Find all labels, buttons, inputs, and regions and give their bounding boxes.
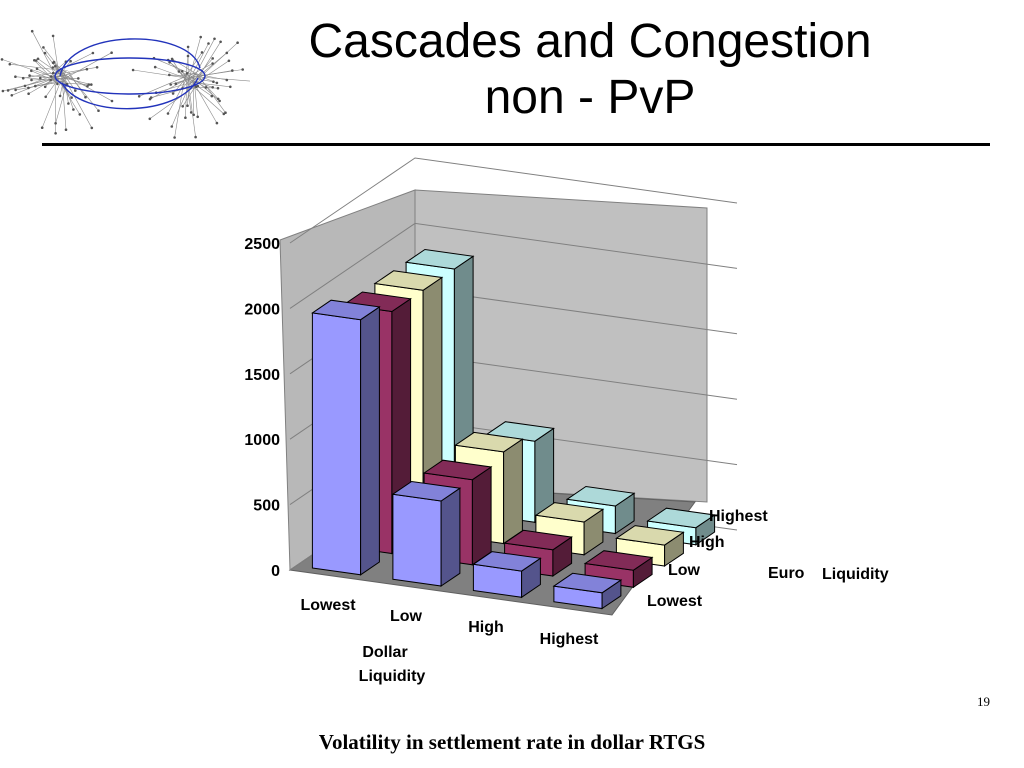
- euro-tick-high: High: [689, 534, 725, 551]
- bar-top-face: [565, 485, 636, 507]
- gridline: [289, 157, 738, 244]
- bar-top-face: [422, 459, 493, 481]
- dollar-tick-high: High: [468, 619, 504, 636]
- bar: [472, 551, 542, 599]
- y-axis-ticks: 0 500 1000 1500 2000 2500: [244, 236, 280, 580]
- title-line-2: non - PvP: [484, 71, 696, 124]
- bar-side-face: [360, 305, 380, 576]
- y-tick-label: 2000: [244, 301, 280, 318]
- bar: [552, 572, 623, 610]
- title-line-1: Cascades and Congestion: [308, 15, 872, 68]
- bar-side-face: [471, 466, 492, 566]
- bar-top-face: [404, 248, 475, 270]
- bar-top-face: [311, 299, 381, 321]
- bar: [311, 299, 381, 576]
- euro-tick-low: Low: [668, 562, 701, 579]
- caption: Volatility in settlement rate in dollar …: [318, 730, 706, 754]
- y-tick-label: 1000: [244, 432, 280, 449]
- bar-top-face: [472, 551, 542, 572]
- bar-top-face: [646, 507, 716, 529]
- bar-front-face: [311, 312, 362, 576]
- dollar-axis-label-line2: Liquidity: [359, 668, 426, 685]
- bar-top-face: [391, 480, 462, 502]
- slide-title: Cascades and Congestion non - PvP: [230, 14, 950, 126]
- bar-side-face: [503, 438, 523, 545]
- dollar-tick-low: Low: [390, 608, 423, 625]
- y-tick-label: 2500: [244, 236, 280, 253]
- bar-top-face: [454, 431, 524, 453]
- bar-front-face: [392, 493, 442, 587]
- bar-side-face: [440, 487, 461, 587]
- euro-axis-label-word1: Euro: [768, 565, 805, 582]
- bar-top-face: [373, 270, 444, 291]
- network-graph-logo: [0, 29, 250, 139]
- bar-top-face: [552, 572, 623, 594]
- dollar-tick-lowest: Lowest: [300, 597, 356, 614]
- bar-top-face: [534, 502, 605, 523]
- bar: [391, 480, 462, 587]
- slide-number: 19: [977, 694, 990, 709]
- euro-axis-label-word2: Liquidity: [822, 566, 889, 583]
- y-tick-label: 1500: [244, 367, 280, 384]
- dollar-axis-label-line1: Dollar: [362, 644, 407, 661]
- bar-top-face: [615, 525, 685, 546]
- y-tick-label: 500: [253, 498, 280, 515]
- gridline: [289, 222, 738, 309]
- y-tick-label: 0: [271, 563, 280, 580]
- bar-top-face: [503, 529, 573, 551]
- bars: [311, 248, 716, 610]
- dollar-tick-highest: Highest: [540, 631, 599, 648]
- bar-top-face: [583, 550, 654, 571]
- title-rule: [42, 143, 990, 146]
- euro-tick-lowest: Lowest: [647, 593, 703, 610]
- euro-tick-highest: Highest: [709, 508, 768, 525]
